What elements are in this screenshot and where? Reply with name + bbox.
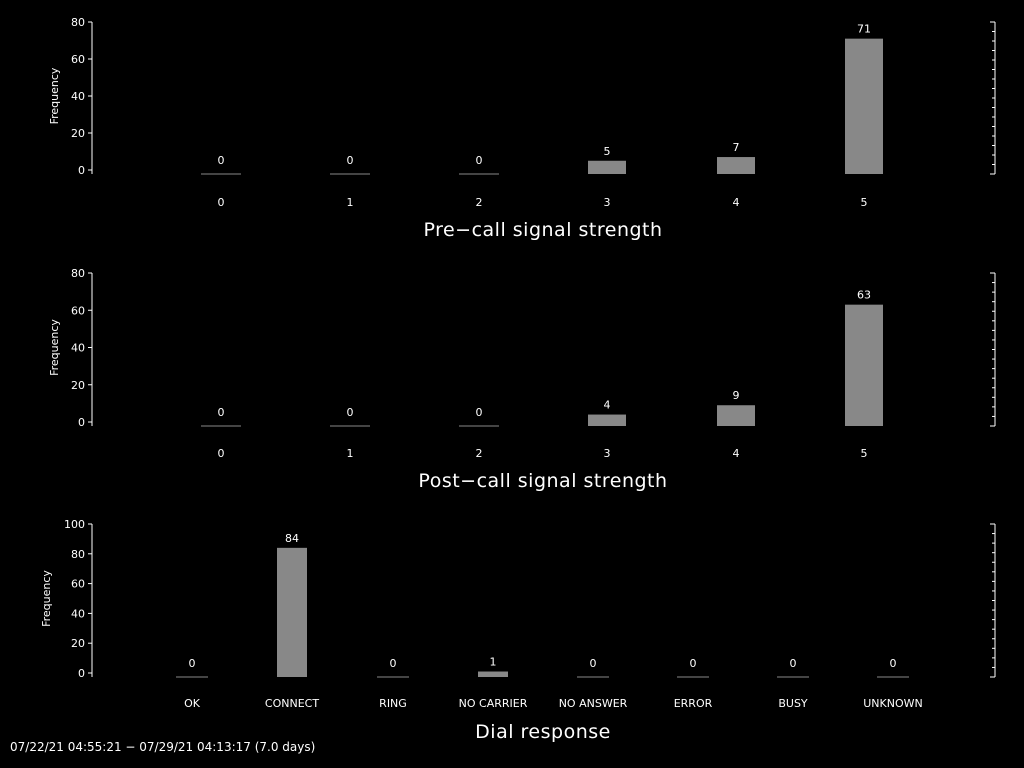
chart-3-category-label: ERROR — [674, 697, 713, 710]
chart-2-data-label: 9 — [733, 389, 740, 402]
chart-2-category-label: 3 — [604, 447, 611, 460]
chart-1-y-tick-label: 20 — [71, 127, 85, 140]
chart-3-y-tick-label: 60 — [71, 578, 85, 591]
chart-1-y-axis-label: Frequency — [48, 67, 61, 124]
chart-2-y-tick-label: 80 — [71, 267, 85, 280]
chart-2-category-label: 5 — [861, 447, 868, 460]
chart-3-category-label: CONNECT — [265, 697, 319, 710]
chart-3-bar — [277, 547, 307, 677]
chart-3-category-label: RING — [379, 697, 407, 710]
chart-1-category-label: 2 — [476, 196, 483, 209]
date-range-footer: 07/22/21 04:55:21 − 07/29/21 04:13:17 (7… — [10, 740, 316, 754]
chart-2-bar — [845, 304, 883, 426]
chart-2-category-label: 0 — [218, 447, 225, 460]
chart-3-y-tick-label: 100 — [64, 518, 85, 531]
chart-3-y-tick-label: 20 — [71, 637, 85, 650]
chart-1-data-label: 5 — [604, 145, 611, 158]
chart-1-data-label: 0 — [476, 154, 483, 167]
chart-3-y-tick-label: 40 — [71, 607, 85, 620]
chart-3-category-label: UNKNOWN — [863, 697, 923, 710]
chart-1-y-tick-label: 60 — [71, 53, 85, 66]
chart-2-category-label: 1 — [347, 447, 354, 460]
chart-1-data-label: 0 — [218, 154, 225, 167]
chart-2-data-label: 0 — [347, 406, 354, 419]
chart-1-category-label: 1 — [347, 196, 354, 209]
chart-3-data-label: 0 — [890, 657, 897, 670]
chart-1-bar — [845, 38, 883, 175]
chart-2-category-label: 4 — [733, 447, 740, 460]
chart-1-category-label: 4 — [733, 196, 740, 209]
chart-2-data-label: 63 — [857, 289, 871, 302]
chart-3-data-label: 0 — [690, 657, 697, 670]
chart-3-y-tick-label: 0 — [78, 667, 85, 680]
chart-3-category-label: NO ANSWER — [559, 697, 628, 710]
chart-1-data-label: 7 — [733, 141, 740, 154]
chart-1-category-label: 0 — [218, 196, 225, 209]
chart-2-bar — [717, 405, 755, 426]
chart-3-category-label: NO CARRIER — [459, 697, 528, 710]
chart-3-data-label: 84 — [285, 532, 299, 545]
chart-3-x-axis-label: Dial response — [475, 721, 611, 743]
chart-3-category-label: OK — [184, 697, 201, 710]
chart-3-data-label: 0 — [189, 657, 196, 670]
chart-2-y-tick-label: 20 — [71, 379, 85, 392]
chart-1-category-label: 5 — [861, 196, 868, 209]
chart-1-x-axis-label: Pre−call signal strength — [423, 219, 662, 241]
chart-1-y-tick-label: 80 — [71, 16, 85, 29]
chart-1-bar — [588, 160, 626, 174]
chart-3-category-label: BUSY — [778, 697, 808, 710]
chart-3-y-axis-label: Frequency — [40, 570, 53, 627]
chart-1-y-tick-label: 40 — [71, 90, 85, 103]
chart-3-data-label: 0 — [390, 657, 397, 670]
chart-2-bar — [588, 414, 626, 426]
chart-2-y-tick-label: 0 — [78, 416, 85, 429]
chart-3-data-label: 0 — [790, 657, 797, 670]
chart-1-y-tick-label: 0 — [78, 164, 85, 177]
chart-1-bar — [717, 157, 755, 174]
chart-2-y-tick-label: 40 — [71, 342, 85, 355]
chart-2-data-label: 4 — [604, 399, 611, 412]
chart-3-y-tick-label: 80 — [71, 548, 85, 561]
chart-3-bar — [478, 671, 508, 677]
chart-2-y-axis-label: Frequency — [48, 319, 61, 376]
chart-2-data-label: 0 — [218, 406, 225, 419]
chart-2-y-tick-label: 60 — [71, 304, 85, 317]
chart-2-x-axis-label: Post−call signal strength — [418, 470, 667, 492]
chart-2-data-label: 0 — [476, 406, 483, 419]
chart-1-data-label: 0 — [347, 154, 354, 167]
chart-3-data-label: 0 — [590, 657, 597, 670]
chart-2-category-label: 2 — [476, 447, 483, 460]
chart-3-data-label: 1 — [490, 656, 497, 669]
chart-1-data-label: 71 — [857, 23, 871, 36]
chart-1-category-label: 3 — [604, 196, 611, 209]
